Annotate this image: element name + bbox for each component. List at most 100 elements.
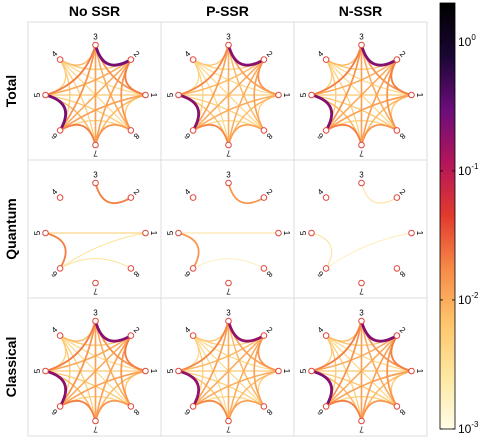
node-label: 8: [264, 131, 274, 141]
row-title: Total: [3, 75, 19, 107]
edge-5-6: [44, 369, 68, 408]
panel-total-p-ssr: 1 2 3 4 5 6 7 8: [160, 21, 295, 161]
node-8: [393, 265, 401, 272]
node-label: 3: [93, 33, 98, 42]
node-label: 6: [49, 131, 59, 141]
node-1: [142, 229, 149, 237]
edge-2-3: [227, 319, 266, 343]
column-title: P-SSR: [206, 3, 249, 19]
node-3: [92, 41, 99, 49]
tick-base: 10: [458, 422, 472, 436]
edge-2-7: [360, 58, 398, 146]
node-label: 3: [226, 171, 231, 180]
edge-1-2: [124, 58, 147, 96]
node-label: 6: [182, 269, 192, 279]
edge-3-4: [192, 320, 230, 342]
edge-1-6: [325, 370, 413, 408]
node-label: 5: [166, 230, 175, 235]
node-label: 4: [183, 49, 193, 59]
node-8: [127, 127, 135, 134]
node-label: 8: [131, 131, 141, 141]
edge-5-6: [44, 93, 68, 132]
node-label: 3: [93, 309, 98, 318]
tick-base: 10: [458, 293, 472, 307]
node-1: [275, 229, 282, 237]
panel-classical-p-ssr: 1 2 3 4 5 6 7 8: [160, 297, 295, 437]
edge-3-4: [59, 44, 97, 66]
edge-1-6: [325, 232, 412, 269]
node-label: 4: [183, 325, 193, 335]
edge-3-5: [177, 44, 230, 96]
node-label: 6: [49, 269, 59, 279]
node-7: [358, 417, 365, 425]
node-8: [127, 403, 135, 410]
node-2: [393, 194, 401, 201]
edge-5-6: [310, 93, 334, 132]
node-label: 7: [93, 287, 98, 296]
panel-quantum-n-ssr: 1 2 3 4 5 6 7 8: [293, 159, 428, 299]
edge-1-2: [257, 58, 280, 96]
node-7: [358, 279, 365, 287]
node-1: [275, 367, 282, 375]
panels: 1 2 3 4 5 6 7 8 1 2 3 4 5 6 7 8 1 2 3 4 5 6 7 8 1 2 3 4 5 6 7 8 1 2 3 4 5 6 7 8…: [27, 21, 428, 437]
node-label: 1: [149, 231, 158, 236]
node-label: 3: [359, 309, 364, 318]
edge-4-7: [59, 334, 97, 422]
node-4: [322, 56, 330, 63]
node-1: [142, 367, 149, 375]
node-6: [322, 265, 330, 272]
edge-5-6: [310, 232, 333, 269]
edge-1-4: [59, 335, 147, 372]
node-label: 4: [50, 325, 60, 335]
node-label: 3: [359, 171, 364, 180]
edge-5-6: [44, 232, 67, 270]
node-label: 5: [33, 92, 42, 97]
node-3: [358, 317, 365, 325]
edge-1-2: [257, 334, 280, 372]
node-5: [175, 367, 182, 375]
edge-3-5: [310, 320, 363, 372]
node-5: [308, 367, 315, 375]
colorbar-bar: [439, 2, 456, 430]
node-label: 7: [226, 287, 231, 296]
node-label: 1: [282, 93, 291, 98]
edge-2-7: [94, 334, 132, 422]
edge-3-8: [227, 320, 265, 408]
panel-quantum-p-ssr: 1 2 3 4 5 6 7 8: [160, 159, 295, 299]
edge-1-2: [390, 334, 413, 372]
edge-1-6: [325, 94, 413, 132]
node-label: 1: [149, 369, 158, 374]
node-4: [322, 194, 330, 201]
edge-7-8: [227, 124, 265, 146]
node-2: [127, 194, 135, 201]
edge-1-6: [192, 370, 280, 408]
edge-5-6: [177, 232, 200, 270]
node-label: 1: [282, 369, 291, 374]
tick-exponent: -2: [471, 291, 479, 300]
edge-3-5: [44, 44, 97, 96]
edge-3-4: [59, 320, 97, 342]
node-5: [42, 229, 49, 237]
node-8: [260, 127, 268, 134]
panel-classical-no-ssr: 1 2 3 4 5 6 7 8: [27, 297, 162, 437]
edge-1-6: [192, 94, 280, 132]
edge-7-8: [227, 400, 265, 422]
tick-exponent: -3: [471, 420, 479, 429]
edge-1-6: [59, 370, 147, 408]
edge-6-7: [59, 399, 97, 422]
node-label: 7: [359, 149, 364, 158]
node-label: 6: [315, 407, 325, 417]
node-label: 8: [264, 269, 274, 279]
node-label: 6: [49, 407, 59, 417]
node-5: [175, 91, 182, 99]
node-7: [225, 417, 232, 425]
node-label: 7: [359, 287, 364, 296]
node-1: [408, 229, 415, 237]
node-label: 5: [166, 368, 175, 373]
edge-5-6: [177, 93, 201, 132]
edge-3-4: [192, 44, 230, 66]
node-5: [308, 91, 315, 99]
node-3: [358, 179, 365, 187]
node-1: [142, 91, 149, 99]
